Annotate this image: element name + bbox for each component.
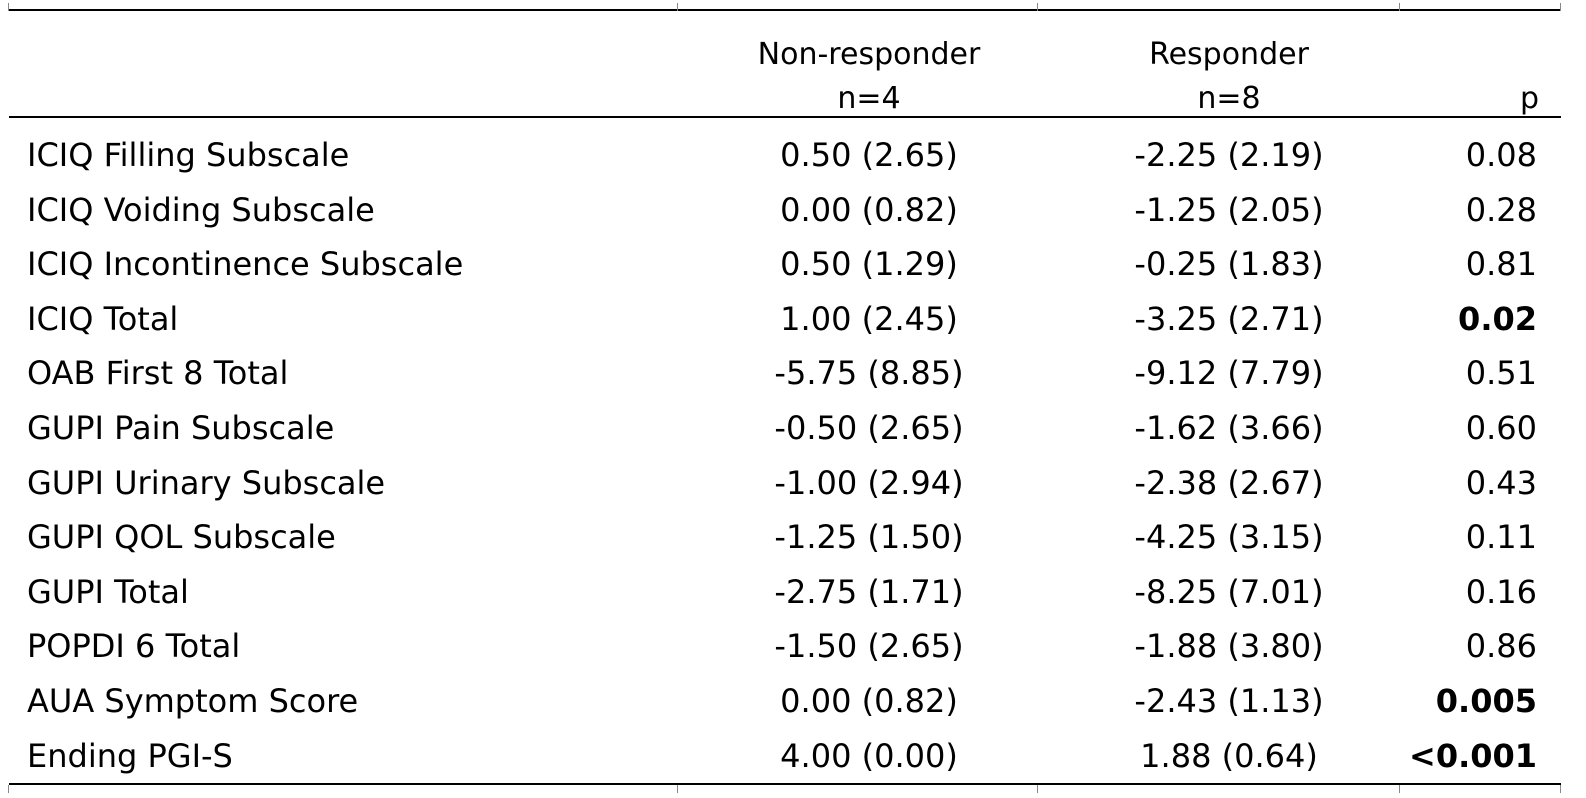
row-label: GUPI Pain Subscale: [27, 408, 335, 447]
table-header: Non-responder n=4 Responder n=8 p: [9, 11, 1561, 118]
border-tick: [1037, 3, 1038, 11]
table-row: GUPI Pain Subscale -0.50 (2.65) -1.62 (3.6…: [9, 401, 1561, 456]
table-row: OAB First 8 Total -5.75 (8.85) -9.12 (7.79…: [9, 346, 1561, 401]
header-responder: Responder n=8: [1089, 33, 1369, 121]
non-responder-value: 0.50 (1.29): [780, 245, 958, 284]
responder-value: -8.25 (7.01): [1134, 572, 1324, 611]
row-label: ICIQ Voiding Subscale: [27, 190, 375, 229]
responder-value: -2.25 (2.19): [1134, 136, 1324, 174]
row-label: POPDI 6 Total: [27, 627, 241, 666]
responder-value: -2.43 (1.13): [1134, 681, 1324, 720]
row-label: ICIQ Total: [27, 299, 179, 338]
p-value: 0.81: [1465, 245, 1537, 284]
responder-value: -1.88 (3.80): [1134, 627, 1324, 666]
header-non-responder-n: n=4: [837, 81, 901, 116]
responder-value: -4.25 (3.15): [1134, 518, 1324, 557]
non-responder-value: -1.00 (2.94): [774, 463, 964, 502]
table-row: ICIQ Incontinence Subscale 0.50 (1.29) -0.…: [9, 237, 1561, 292]
p-value: 0.28: [1465, 190, 1537, 229]
table-body: ICIQ Filling Subscale 0.50 (2.65) -2.25 (2…: [9, 128, 1561, 783]
border-tick: [1399, 785, 1400, 793]
responder-value: -1.62 (3.66): [1134, 408, 1324, 447]
responder-value: -3.25 (2.71): [1134, 299, 1324, 338]
responder-value: -2.38 (2.67): [1134, 463, 1324, 502]
p-value: <0.001: [1409, 736, 1538, 775]
row-label: ICIQ Incontinence Subscale: [27, 245, 464, 284]
results-table: Non-responder n=4 Responder n=8 p ICIQ F…: [8, 3, 1561, 793]
table-row: Ending PGI-S 4.00 (0.00) 1.88 (0.64) <0.001: [9, 729, 1561, 784]
p-value: 0.86: [1465, 627, 1537, 666]
border-tick: [8, 785, 9, 793]
table-row: GUPI Total -2.75 (1.71) -8.25 (7.01) 0.16: [9, 565, 1561, 620]
responder-value: -0.25 (1.83): [1134, 245, 1324, 284]
non-responder-value: 4.00 (0.00): [780, 736, 958, 775]
non-responder-value: -0.50 (2.65): [774, 408, 964, 447]
row-label: GUPI QOL Subscale: [27, 518, 336, 557]
table-row: GUPI QOL Subscale -1.25 (1.50) -4.25 (3.15…: [9, 510, 1561, 565]
header-non-responder-title: Non-responder: [757, 37, 981, 72]
border-tick: [677, 3, 678, 11]
table-row: ICIQ Filling Subscale 0.50 (2.65) -2.25 (2…: [9, 128, 1561, 183]
border-tick: [1560, 785, 1561, 793]
responder-value: -1.25 (2.05): [1134, 190, 1324, 229]
row-label: GUPI Urinary Subscale: [27, 463, 386, 502]
table-row: POPDI 6 Total -1.50 (2.65) -1.88 (3.80) 0.8…: [9, 619, 1561, 674]
table-row: ICIQ Voiding Subscale 0.00 (0.82) -1.25 (2…: [9, 183, 1561, 238]
p-value: 0.60: [1465, 408, 1537, 447]
header-responder-n: n=8: [1197, 81, 1261, 116]
table-row: GUPI Urinary Subscale -1.00 (2.94) -2.38 (…: [9, 456, 1561, 511]
border-tick: [1560, 3, 1561, 11]
border-tick: [677, 785, 678, 793]
border-tick: [8, 3, 9, 11]
non-responder-value: -2.75 (1.71): [774, 572, 964, 611]
non-responder-value: 1.00 (2.45): [780, 299, 958, 338]
responder-value: 1.88 (0.64): [1140, 736, 1318, 775]
p-value: 0.51: [1465, 354, 1537, 393]
non-responder-value: -5.75 (8.85): [774, 354, 964, 393]
p-value: 0.16: [1465, 572, 1537, 611]
header-responder-title: Responder: [1149, 37, 1309, 72]
p-value: 0.08: [1465, 136, 1537, 174]
non-responder-value: 0.00 (0.82): [780, 681, 958, 720]
p-value: 0.005: [1435, 681, 1537, 720]
border-tick: [1399, 3, 1400, 11]
p-value: 0.43: [1465, 463, 1537, 502]
row-label: Ending PGI-S: [27, 736, 233, 775]
row-label: AUA Symptom Score: [27, 681, 359, 720]
non-responder-value: 0.50 (2.65): [780, 136, 958, 174]
non-responder-value: -1.25 (1.50): [774, 518, 964, 557]
non-responder-value: 0.00 (0.82): [780, 190, 958, 229]
table-row: AUA Symptom Score 0.00 (0.82) -2.43 (1.13)…: [9, 674, 1561, 729]
row-label: GUPI Total: [27, 572, 189, 611]
non-responder-value: -1.50 (2.65): [774, 627, 964, 666]
p-value: 0.02: [1458, 299, 1537, 338]
header-p-label: p: [1519, 81, 1539, 116]
responder-value: -9.12 (7.79): [1134, 354, 1324, 393]
row-label: OAB First 8 Total: [27, 354, 289, 393]
header-non-responder: Non-responder n=4: [729, 33, 1009, 121]
p-value: 0.11: [1465, 518, 1537, 557]
table-row: ICIQ Total 1.00 (2.45) -3.25 (2.71) 0.02: [9, 292, 1561, 347]
row-label: ICIQ Filling Subscale: [27, 136, 350, 174]
border-tick: [1037, 785, 1038, 793]
header-p: p: [1409, 77, 1539, 121]
